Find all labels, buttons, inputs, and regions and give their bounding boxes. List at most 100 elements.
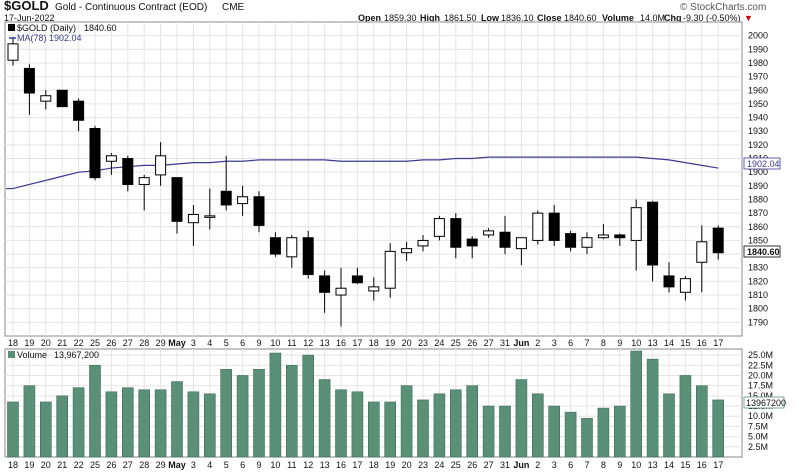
volume-bar [663,393,675,458]
price-tick-label: 1860 [748,222,768,232]
x-tick-label: 20 [41,338,51,348]
x-tick-label: 16 [697,338,707,348]
candle [499,215,511,255]
x-tick-label: 27 [123,338,133,348]
price-tick-label: 1830 [748,263,768,273]
candle [335,267,347,327]
candle-body [105,155,117,162]
low-value: 1836.10 [501,13,534,23]
candle [171,177,183,234]
candle-body [319,275,331,293]
candle-body [187,213,199,224]
x-tick-label: 13 [648,460,658,470]
x-tick-label: 20 [41,460,51,470]
x-tick-label: 3 [552,338,557,348]
candle [565,230,577,252]
volume-tick-label: 2.5M [748,442,768,452]
x-tick-label: 19 [24,338,34,348]
volume-bar [23,385,36,458]
volume-bar [499,405,511,458]
x-tick-label: 9 [617,338,622,348]
watermark: © StockCharts.com [680,2,767,13]
x-tick-label: 13 [648,338,658,348]
price-tick-label: 1880 [748,194,768,204]
volume-bar [204,393,216,458]
x-tick-label: 27 [484,338,494,348]
candle-body [630,207,642,241]
candle-body [40,95,52,102]
candle [532,210,544,245]
candle [56,89,68,108]
price-tick-label: 1960 [748,85,768,95]
candle [40,90,52,110]
x-tick-label: 8 [601,338,606,348]
candle [122,155,134,192]
x-tick-label: 13 [320,460,330,470]
volume-bars [7,350,725,458]
x-tick-label: 3 [191,338,196,348]
x-tick-label: 10 [270,338,280,348]
candle [483,228,495,238]
open-value: 1859.30 [384,13,417,23]
x-tick-label: 31 [500,338,510,348]
x-tick-label: 19 [385,338,395,348]
last-price-tag-label: 1840.60 [747,247,780,257]
last-price-tag [743,245,781,258]
volume-tick-label: 7.5M [748,421,768,431]
x-tick-label: 9 [617,460,622,470]
volume-bar [564,411,577,458]
candle [286,234,298,268]
volume-tick-label: 15.0M [748,391,773,401]
volume-bar [679,375,692,458]
volume-bar [548,405,561,458]
x-tick-label: 27 [123,460,133,470]
candle-body [466,238,478,247]
x-tick-label: 13 [320,338,330,348]
volume-bar [154,389,167,458]
x-tick-label: 14 [664,460,674,470]
legend-gold-name: $GOLD (Daily) [17,23,76,33]
candle-body [56,89,68,108]
candlestick-series [7,38,724,327]
x-tick-label: 5 [224,460,229,470]
volume-bar [269,352,282,458]
volume-bar [7,401,19,458]
candle-body [483,230,495,236]
candle [89,125,101,181]
x-tick-label: 19 [24,460,34,470]
x-tick-label: 29 [156,460,166,470]
x-tick-label: 25 [90,338,100,348]
x-tick-label: 22 [74,338,84,348]
candle [368,277,380,301]
candle [302,230,314,279]
volume-tick-label: 10.0M [748,411,773,421]
close-label: Close [537,13,562,23]
x-tick-label: 26 [106,460,116,470]
x-tick-label: 29 [156,338,166,348]
x-tick-label: 4 [207,460,212,470]
candle-body [433,218,445,237]
x-axis-labels-price: 18 19 20 21 22 25 26 27 28 29 May 3 4 5 6 9 10 11 12 13 16 17… [8,338,723,348]
volume-bar [105,391,118,458]
x-tick-label: 16 [697,460,707,470]
candle-body [499,231,511,248]
candle [417,234,429,252]
x-tick-label: 27 [484,460,494,470]
last-volume-tag-label: 13967200 [746,398,786,408]
x-tick-label: 20 [402,460,412,470]
x-tick-label: 7 [584,338,589,348]
candle [679,275,691,301]
volume-legend-swatch [8,351,15,358]
down-arrow-icon: ▼ [744,13,753,23]
candle [384,243,396,298]
volume-bar [253,369,265,458]
x-tick-label: 8 [601,460,606,470]
candle [155,142,167,186]
candle-body [286,237,298,258]
x-tick-label: Jun [513,460,529,470]
volume-bar [466,385,479,458]
volume-bar [581,417,593,458]
volume-title: Volume [17,350,47,360]
candle-body [647,201,659,266]
x-tick-label: 16 [336,460,346,470]
